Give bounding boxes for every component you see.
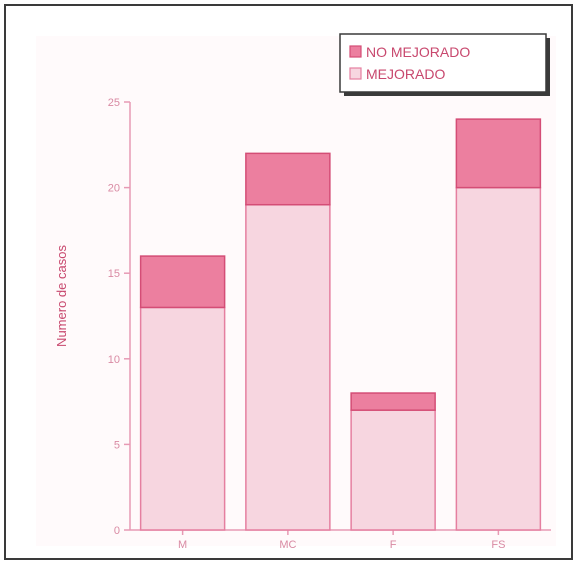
y-axis: 0 5 10 15 20 25	[108, 97, 131, 537]
y-tick-label: 10	[108, 354, 120, 366]
bar-f-no-mejorado	[350, 392, 436, 411]
y-tick-label: 5	[114, 439, 120, 451]
y-tick-label: 15	[108, 268, 120, 280]
bar-fs-mejorado	[455, 186, 542, 531]
y-tick-label: 0	[114, 525, 120, 537]
bar-mc-no-mejorado	[245, 152, 331, 206]
chart-frame: 0 5 10 15 20 25 M MC F FS Numero de casos NO MEJ…	[4, 4, 573, 560]
bar-mc-mejorado	[245, 203, 331, 531]
legend-swatch-mejorado	[349, 67, 362, 80]
x-tick-label: FS	[491, 539, 505, 551]
chart: 0 5 10 15 20 25 M MC F FS Numero de casos NO MEJ…	[36, 33, 556, 551]
legend-label-no-mejorado: NO MEJORADO	[366, 44, 470, 60]
y-tick-label: 20	[108, 183, 120, 195]
legend-box	[339, 33, 547, 93]
legend-swatch-no-mejorado	[349, 45, 362, 58]
bar-f-mejorado	[350, 409, 436, 531]
x-tick-label: F	[390, 539, 397, 551]
bars	[139, 118, 542, 531]
bar-m-mejorado	[139, 306, 226, 531]
legend-label-mejorado: MEJORADO	[366, 66, 445, 82]
x-tick-label: MC	[279, 539, 296, 551]
legend: NO MEJORADO MEJORADO	[339, 33, 550, 96]
x-tick-label: M	[178, 539, 187, 551]
y-tick-label: 25	[108, 97, 120, 109]
bar-fs-no-mejorado	[455, 118, 542, 189]
y-axis-title: Numero de casos	[54, 245, 69, 347]
bar-m-no-mejorado	[139, 255, 226, 309]
